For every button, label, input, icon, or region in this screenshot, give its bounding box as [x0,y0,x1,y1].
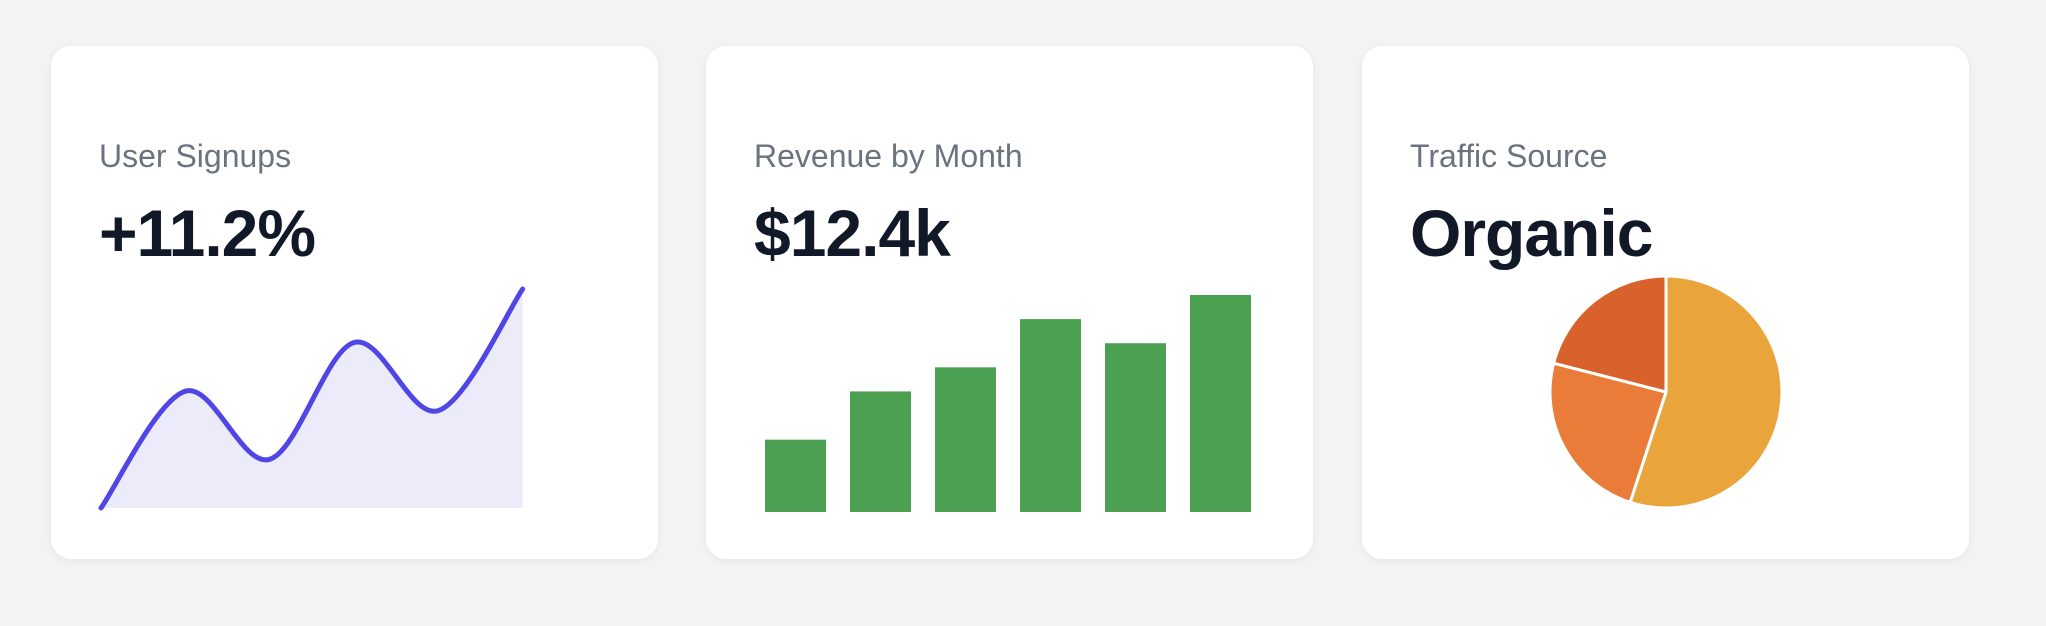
card-label: Traffic Source [1410,138,1608,174]
bar-6 [1190,295,1251,512]
traffic-source-card: Traffic Source Organic [1362,46,1969,559]
series-line [98,286,526,511]
bar-2 [850,391,911,512]
revenue-card: Revenue by Month $12.4k [706,46,1313,559]
card-value: +11.2% [99,196,316,270]
card-value: Organic [1410,196,1653,270]
area-fill [101,289,523,508]
user-signups-card: User Signups +11.2% [51,46,658,559]
card-label: Revenue by Month [754,138,1023,174]
signups-area-chart [98,286,526,511]
bar-4 [1020,319,1081,512]
pie-slice-1 [1628,274,1784,510]
bar-3 [935,367,996,512]
card-label: User Signups [99,138,292,174]
traffic-pie-chart [1548,274,1784,510]
card-value: $12.4k [754,196,951,270]
pie-slice-3 [1552,274,1668,394]
bar-1 [765,439,826,512]
pie-slice-2 [1548,361,1668,504]
bar-5 [1105,343,1166,512]
revenue-bar-chart [765,295,1251,512]
